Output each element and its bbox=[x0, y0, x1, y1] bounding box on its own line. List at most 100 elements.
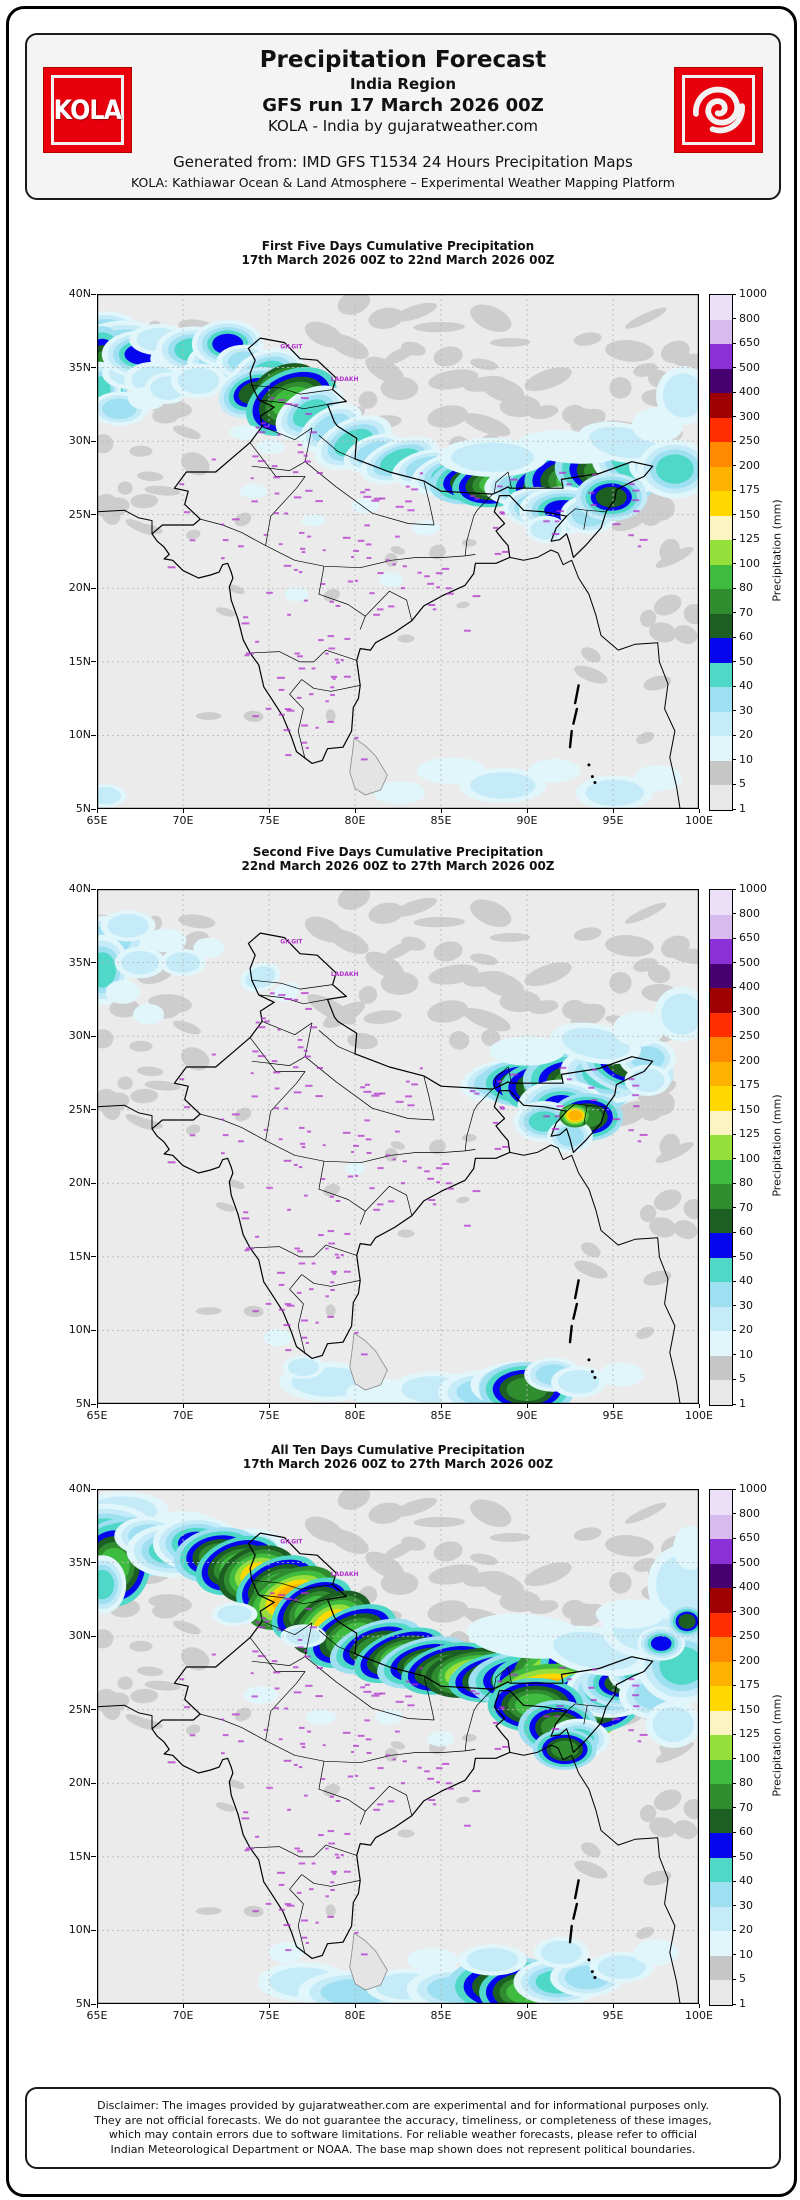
x-axis-tick-label: 85E bbox=[430, 2009, 452, 2022]
colorbar-segment bbox=[710, 1686, 732, 1711]
colorbar-tick-mark bbox=[732, 759, 736, 761]
colorbar-segment bbox=[710, 1710, 732, 1736]
colorbar-tick-mark bbox=[732, 538, 736, 540]
svg-text:GILGIT: GILGIT bbox=[280, 938, 303, 945]
y-axis-tick-label: 15N bbox=[68, 1249, 91, 1263]
y-axis-tick-label: 30N bbox=[68, 1029, 91, 1043]
map-title: All Ten Days Cumulative Precipitation 17… bbox=[97, 1443, 699, 1471]
colorbar-tick-label: 100 bbox=[739, 1751, 760, 1765]
colorbar-tick-mark bbox=[732, 1562, 736, 1564]
colorbar-tick-mark bbox=[732, 1109, 736, 1111]
colorbar-tick-mark bbox=[732, 1880, 736, 1882]
y-axis-tick-label: 30N bbox=[68, 1629, 91, 1643]
colorbar-tick-label: 650 bbox=[739, 931, 760, 945]
x-axis-tick-mark bbox=[440, 2004, 442, 2008]
colorbar-segment bbox=[710, 442, 732, 467]
colorbar-segment bbox=[710, 368, 732, 394]
colorbar-tick-mark bbox=[732, 937, 736, 939]
disclaimer-line: which may contain errors due to software… bbox=[108, 2128, 698, 2141]
y-axis-tick-label: 40N bbox=[68, 287, 91, 300]
colorbar-tick-label: 50 bbox=[739, 654, 753, 668]
colorbar-tick-label: 1000 bbox=[739, 882, 767, 895]
colorbar-segment bbox=[710, 963, 732, 989]
x-axis-tick-label: 80E bbox=[344, 2009, 366, 2022]
colorbar-tick-label: 300 bbox=[739, 1604, 760, 1618]
colorbar-tick-label: 40 bbox=[739, 679, 753, 693]
colorbar-tick-label: 10 bbox=[739, 1947, 753, 1961]
y-axis-tick-label: 5N bbox=[75, 802, 91, 815]
colorbar-segment bbox=[710, 344, 732, 369]
colorbar-tick-mark bbox=[732, 612, 736, 614]
x-axis-tick-label: 70E bbox=[172, 2009, 194, 2022]
colorbar-segment bbox=[710, 1257, 732, 1283]
header-box: KOLA Precipitation Forecast India Re bbox=[25, 33, 781, 200]
colorbar-segment bbox=[710, 638, 732, 663]
y-axis-tick-label: 20N bbox=[68, 1176, 91, 1190]
colorbar-tick-mark bbox=[732, 465, 736, 467]
y-axis-tick-mark bbox=[91, 1709, 96, 1711]
x-axis-tick-mark bbox=[96, 809, 98, 813]
colorbar-tick-label: 500 bbox=[739, 1555, 760, 1569]
colorbar-tick-label: 60 bbox=[739, 630, 753, 644]
colorbar-tick-mark bbox=[732, 489, 736, 491]
colorbar-tick-mark bbox=[732, 1660, 736, 1662]
x-axis-tick-mark bbox=[698, 2004, 700, 2008]
colorbar-tick-label: 250 bbox=[739, 434, 760, 448]
x-axis-tick-label: 65E bbox=[86, 1409, 108, 1422]
colorbar-tick-label: 60 bbox=[739, 1225, 753, 1239]
colorbar-segment bbox=[710, 939, 732, 964]
y-axis-tick-label: 15N bbox=[68, 654, 91, 668]
y-axis-tick-label: 20N bbox=[68, 1776, 91, 1790]
y-axis-tick-mark bbox=[91, 1562, 96, 1564]
y-axis-tick-mark bbox=[91, 2003, 96, 2005]
y-axis-tick-label: 25N bbox=[68, 1702, 91, 1716]
cyclone-spiral-icon bbox=[682, 75, 755, 145]
svg-text:LADAKH: LADAKH bbox=[331, 1571, 359, 1578]
colorbar-tick-label: 40 bbox=[739, 1274, 753, 1288]
colorbar-segment bbox=[710, 1514, 732, 1540]
colorbar-segment bbox=[710, 890, 732, 915]
colorbar-tick-mark bbox=[732, 1807, 736, 1809]
y-axis-tick-label: 5N bbox=[75, 1397, 91, 1410]
colorbar-title: Precipitation (mm) bbox=[770, 1694, 784, 1797]
y-axis-tick-label: 35N bbox=[68, 360, 91, 374]
x-axis-tick-mark bbox=[268, 2004, 270, 2008]
y-axis-tick-mark bbox=[91, 1256, 96, 1258]
y-axis-tick-label: 25N bbox=[68, 1102, 91, 1116]
colorbar-tick-mark bbox=[732, 1182, 736, 1184]
y-axis-tick-mark bbox=[91, 1635, 96, 1637]
colorbar-tick-mark bbox=[732, 1905, 736, 1907]
x-axis-tick-label: 85E bbox=[430, 814, 452, 827]
x-axis-tick-label: 100E bbox=[685, 2009, 713, 2022]
colorbar-tick-label: 125 bbox=[739, 1727, 760, 1741]
colorbar-segment bbox=[710, 540, 732, 565]
colorbar-tick-label: 100 bbox=[739, 1151, 760, 1165]
colorbar-tick-label: 500 bbox=[739, 360, 760, 374]
panel-all-ten-days: All Ten Days Cumulative Precipitation 17… bbox=[9, 9, 794, 2194]
map-title-line2: 17th March 2026 00Z to 22nd March 2026 0… bbox=[241, 253, 555, 267]
colorbar-tick-mark bbox=[732, 888, 736, 890]
colorbar-segment bbox=[710, 1808, 732, 1834]
x-axis-tick-mark bbox=[698, 1404, 700, 1408]
colorbar-tick-label: 10 bbox=[739, 752, 753, 766]
colorbar-segment bbox=[710, 417, 732, 443]
colorbar-tick-label: 30 bbox=[739, 1898, 753, 1912]
colorbar-segment bbox=[710, 1110, 732, 1136]
colorbar bbox=[709, 889, 733, 1406]
colorbar-tick-mark bbox=[732, 416, 736, 418]
colorbar-segment bbox=[710, 1490, 732, 1515]
x-axis-tick-label: 75E bbox=[258, 814, 280, 827]
colorbar-tick-mark bbox=[732, 1305, 736, 1307]
colorbar-tick-mark bbox=[732, 1011, 736, 1013]
colorbar-tick-mark bbox=[732, 563, 736, 565]
colorbar-segment bbox=[710, 1331, 732, 1356]
x-axis-tick-mark bbox=[526, 809, 528, 813]
y-axis-tick-mark bbox=[91, 1329, 96, 1331]
colorbar-segment bbox=[710, 466, 732, 492]
x-axis-tick-label: 75E bbox=[258, 2009, 280, 2022]
y-axis-tick-mark bbox=[91, 587, 96, 589]
colorbar-segment bbox=[710, 613, 732, 639]
colorbar-tick-mark bbox=[732, 962, 736, 964]
disclaimer-line: Disclaimer: The images provided by gujar… bbox=[97, 2099, 709, 2112]
colorbar-tick-mark bbox=[732, 1207, 736, 1209]
